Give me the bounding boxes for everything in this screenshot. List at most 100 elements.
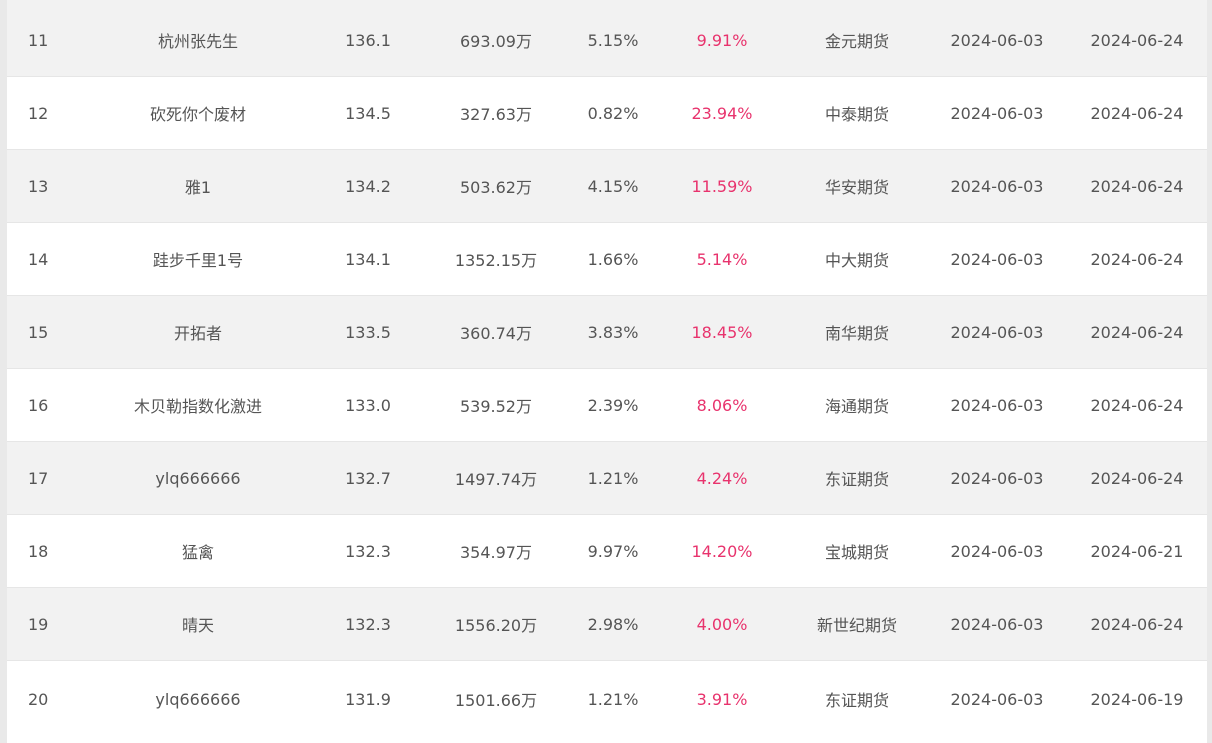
drawdown-cell: 2.39%	[587, 395, 639, 415]
broker-cell: 南华期货	[824, 324, 889, 343]
account-name-cell: 木贝勒指数化激进	[133, 397, 262, 416]
table-row[interactable]: 16 木贝勒指数化激进 133.0 539.52万 2.39% 8.06% 海通…	[7, 369, 1207, 442]
drawdown-cell: 0.82%	[587, 103, 639, 123]
table-row[interactable]: 15 开拓者 133.5 360.74万 3.83% 18.45% 南华期货 2…	[7, 296, 1207, 369]
equity-cell: 354.97万	[460, 543, 532, 562]
broker-cell: 东证期货	[824, 691, 889, 710]
broker-cell: 海通期货	[824, 397, 889, 416]
table-row[interactable]: 12 砍死你个废材 134.5 327.63万 0.82% 23.94% 中泰期…	[7, 77, 1207, 150]
account-name-cell: 晴天	[181, 616, 214, 635]
account-name-cell: 开拓者	[173, 324, 222, 343]
score-cell: 131.9	[345, 689, 391, 709]
rank-cell: 14	[28, 249, 49, 269]
score-cell: 134.2	[345, 176, 391, 196]
drawdown-cell: 1.66%	[587, 249, 639, 269]
rank-cell: 11	[28, 30, 49, 50]
account-name-cell: ylq666666	[155, 468, 241, 488]
score-cell: 133.5	[345, 322, 391, 342]
broker-cell: 华安期货	[824, 178, 889, 197]
equity-cell: 1556.20万	[454, 616, 538, 635]
table-row[interactable]: 19 晴天 132.3 1556.20万 2.98% 4.00% 新世纪期货 2…	[7, 588, 1207, 661]
rank-cell: 12	[28, 103, 49, 123]
table-row[interactable]: 13 雅1 134.2 503.62万 4.15% 11.59% 华安期货 20…	[7, 150, 1207, 223]
return-cell: 4.00%	[696, 614, 748, 634]
return-cell: 8.06%	[696, 395, 748, 415]
equity-cell: 539.52万	[460, 397, 532, 416]
drawdown-cell: 1.21%	[587, 689, 639, 709]
rank-cell: 13	[28, 176, 49, 196]
table-row[interactable]: 11 杭州张先生 136.1 693.09万 5.15% 9.91% 金元期货 …	[7, 0, 1207, 77]
start-date-cell: 2024-06-03	[950, 30, 1044, 50]
start-date-cell: 2024-06-03	[950, 176, 1044, 196]
account-name-cell: 杭州张先生	[157, 32, 238, 51]
equity-cell: 503.62万	[460, 178, 532, 197]
end-date-cell: 2024-06-24	[1090, 30, 1184, 50]
score-cell: 132.7	[345, 468, 391, 488]
drawdown-cell: 4.15%	[587, 176, 639, 196]
ranking-table: 11 杭州张先生 136.1 693.09万 5.15% 9.91% 金元期货 …	[7, 0, 1207, 743]
rank-cell: 17	[28, 468, 49, 488]
equity-cell: 693.09万	[460, 32, 532, 51]
broker-cell: 中泰期货	[824, 105, 889, 124]
return-cell: 5.14%	[696, 249, 748, 269]
table-row[interactable]: 17 ylq666666 132.7 1497.74万 1.21% 4.24% …	[7, 442, 1207, 515]
start-date-cell: 2024-06-03	[950, 614, 1044, 634]
table-row[interactable]: 18 猛禽 132.3 354.97万 9.97% 14.20% 宝城期货 20…	[7, 515, 1207, 588]
rank-cell: 18	[28, 541, 49, 561]
return-cell: 14.20%	[691, 541, 753, 561]
start-date-cell: 2024-06-03	[950, 395, 1044, 415]
end-date-cell: 2024-06-24	[1090, 249, 1184, 269]
start-date-cell: 2024-06-03	[950, 541, 1044, 561]
return-cell: 23.94%	[691, 103, 753, 123]
score-cell: 134.5	[345, 103, 391, 123]
start-date-cell: 2024-06-03	[950, 468, 1044, 488]
end-date-cell: 2024-06-24	[1090, 395, 1184, 415]
score-cell: 134.1	[345, 249, 391, 269]
account-name-cell: 猛禽	[181, 543, 214, 562]
rank-cell: 16	[28, 395, 49, 415]
end-date-cell: 2024-06-19	[1090, 689, 1184, 709]
drawdown-cell: 2.98%	[587, 614, 639, 634]
broker-cell: 金元期货	[824, 32, 889, 51]
score-cell: 133.0	[345, 395, 391, 415]
account-name-cell: 砍死你个废材	[149, 105, 246, 124]
start-date-cell: 2024-06-03	[950, 322, 1044, 342]
broker-cell: 新世纪期货	[816, 616, 897, 635]
table-row[interactable]: 20 ylq666666 131.9 1501.66万 1.21% 3.91% …	[7, 661, 1207, 737]
equity-cell: 1352.15万	[454, 251, 538, 270]
drawdown-cell: 9.97%	[587, 541, 639, 561]
drawdown-cell: 1.21%	[587, 468, 639, 488]
score-cell: 132.3	[345, 614, 391, 634]
start-date-cell: 2024-06-03	[950, 103, 1044, 123]
account-name-cell: 雅1	[184, 178, 212, 197]
end-date-cell: 2024-06-24	[1090, 322, 1184, 342]
table-row[interactable]: 14 跬步千里1号 134.1 1352.15万 1.66% 5.14% 中大期…	[7, 223, 1207, 296]
return-cell: 4.24%	[696, 468, 748, 488]
equity-cell: 327.63万	[460, 105, 532, 124]
start-date-cell: 2024-06-03	[950, 689, 1044, 709]
return-cell: 11.59%	[691, 176, 753, 196]
return-cell: 18.45%	[691, 322, 753, 342]
score-cell: 132.3	[345, 541, 391, 561]
start-date-cell: 2024-06-03	[950, 249, 1044, 269]
broker-cell: 东证期货	[824, 470, 889, 489]
end-date-cell: 2024-06-24	[1090, 176, 1184, 196]
account-name-cell: 跬步千里1号	[152, 251, 244, 270]
broker-cell: 宝城期货	[824, 543, 889, 562]
broker-cell: 中大期货	[824, 251, 889, 270]
end-date-cell: 2024-06-21	[1090, 541, 1184, 561]
return-cell: 3.91%	[696, 689, 748, 709]
equity-cell: 360.74万	[460, 324, 532, 343]
end-date-cell: 2024-06-24	[1090, 103, 1184, 123]
drawdown-cell: 3.83%	[587, 322, 639, 342]
end-date-cell: 2024-06-24	[1090, 614, 1184, 634]
equity-cell: 1497.74万	[454, 470, 538, 489]
score-cell: 136.1	[345, 30, 391, 50]
rank-cell: 15	[28, 322, 49, 342]
account-name-cell: ylq666666	[155, 689, 241, 709]
equity-cell: 1501.66万	[454, 691, 538, 710]
rank-cell: 20	[28, 689, 49, 709]
return-cell: 9.91%	[696, 30, 748, 50]
end-date-cell: 2024-06-24	[1090, 468, 1184, 488]
drawdown-cell: 5.15%	[587, 30, 639, 50]
